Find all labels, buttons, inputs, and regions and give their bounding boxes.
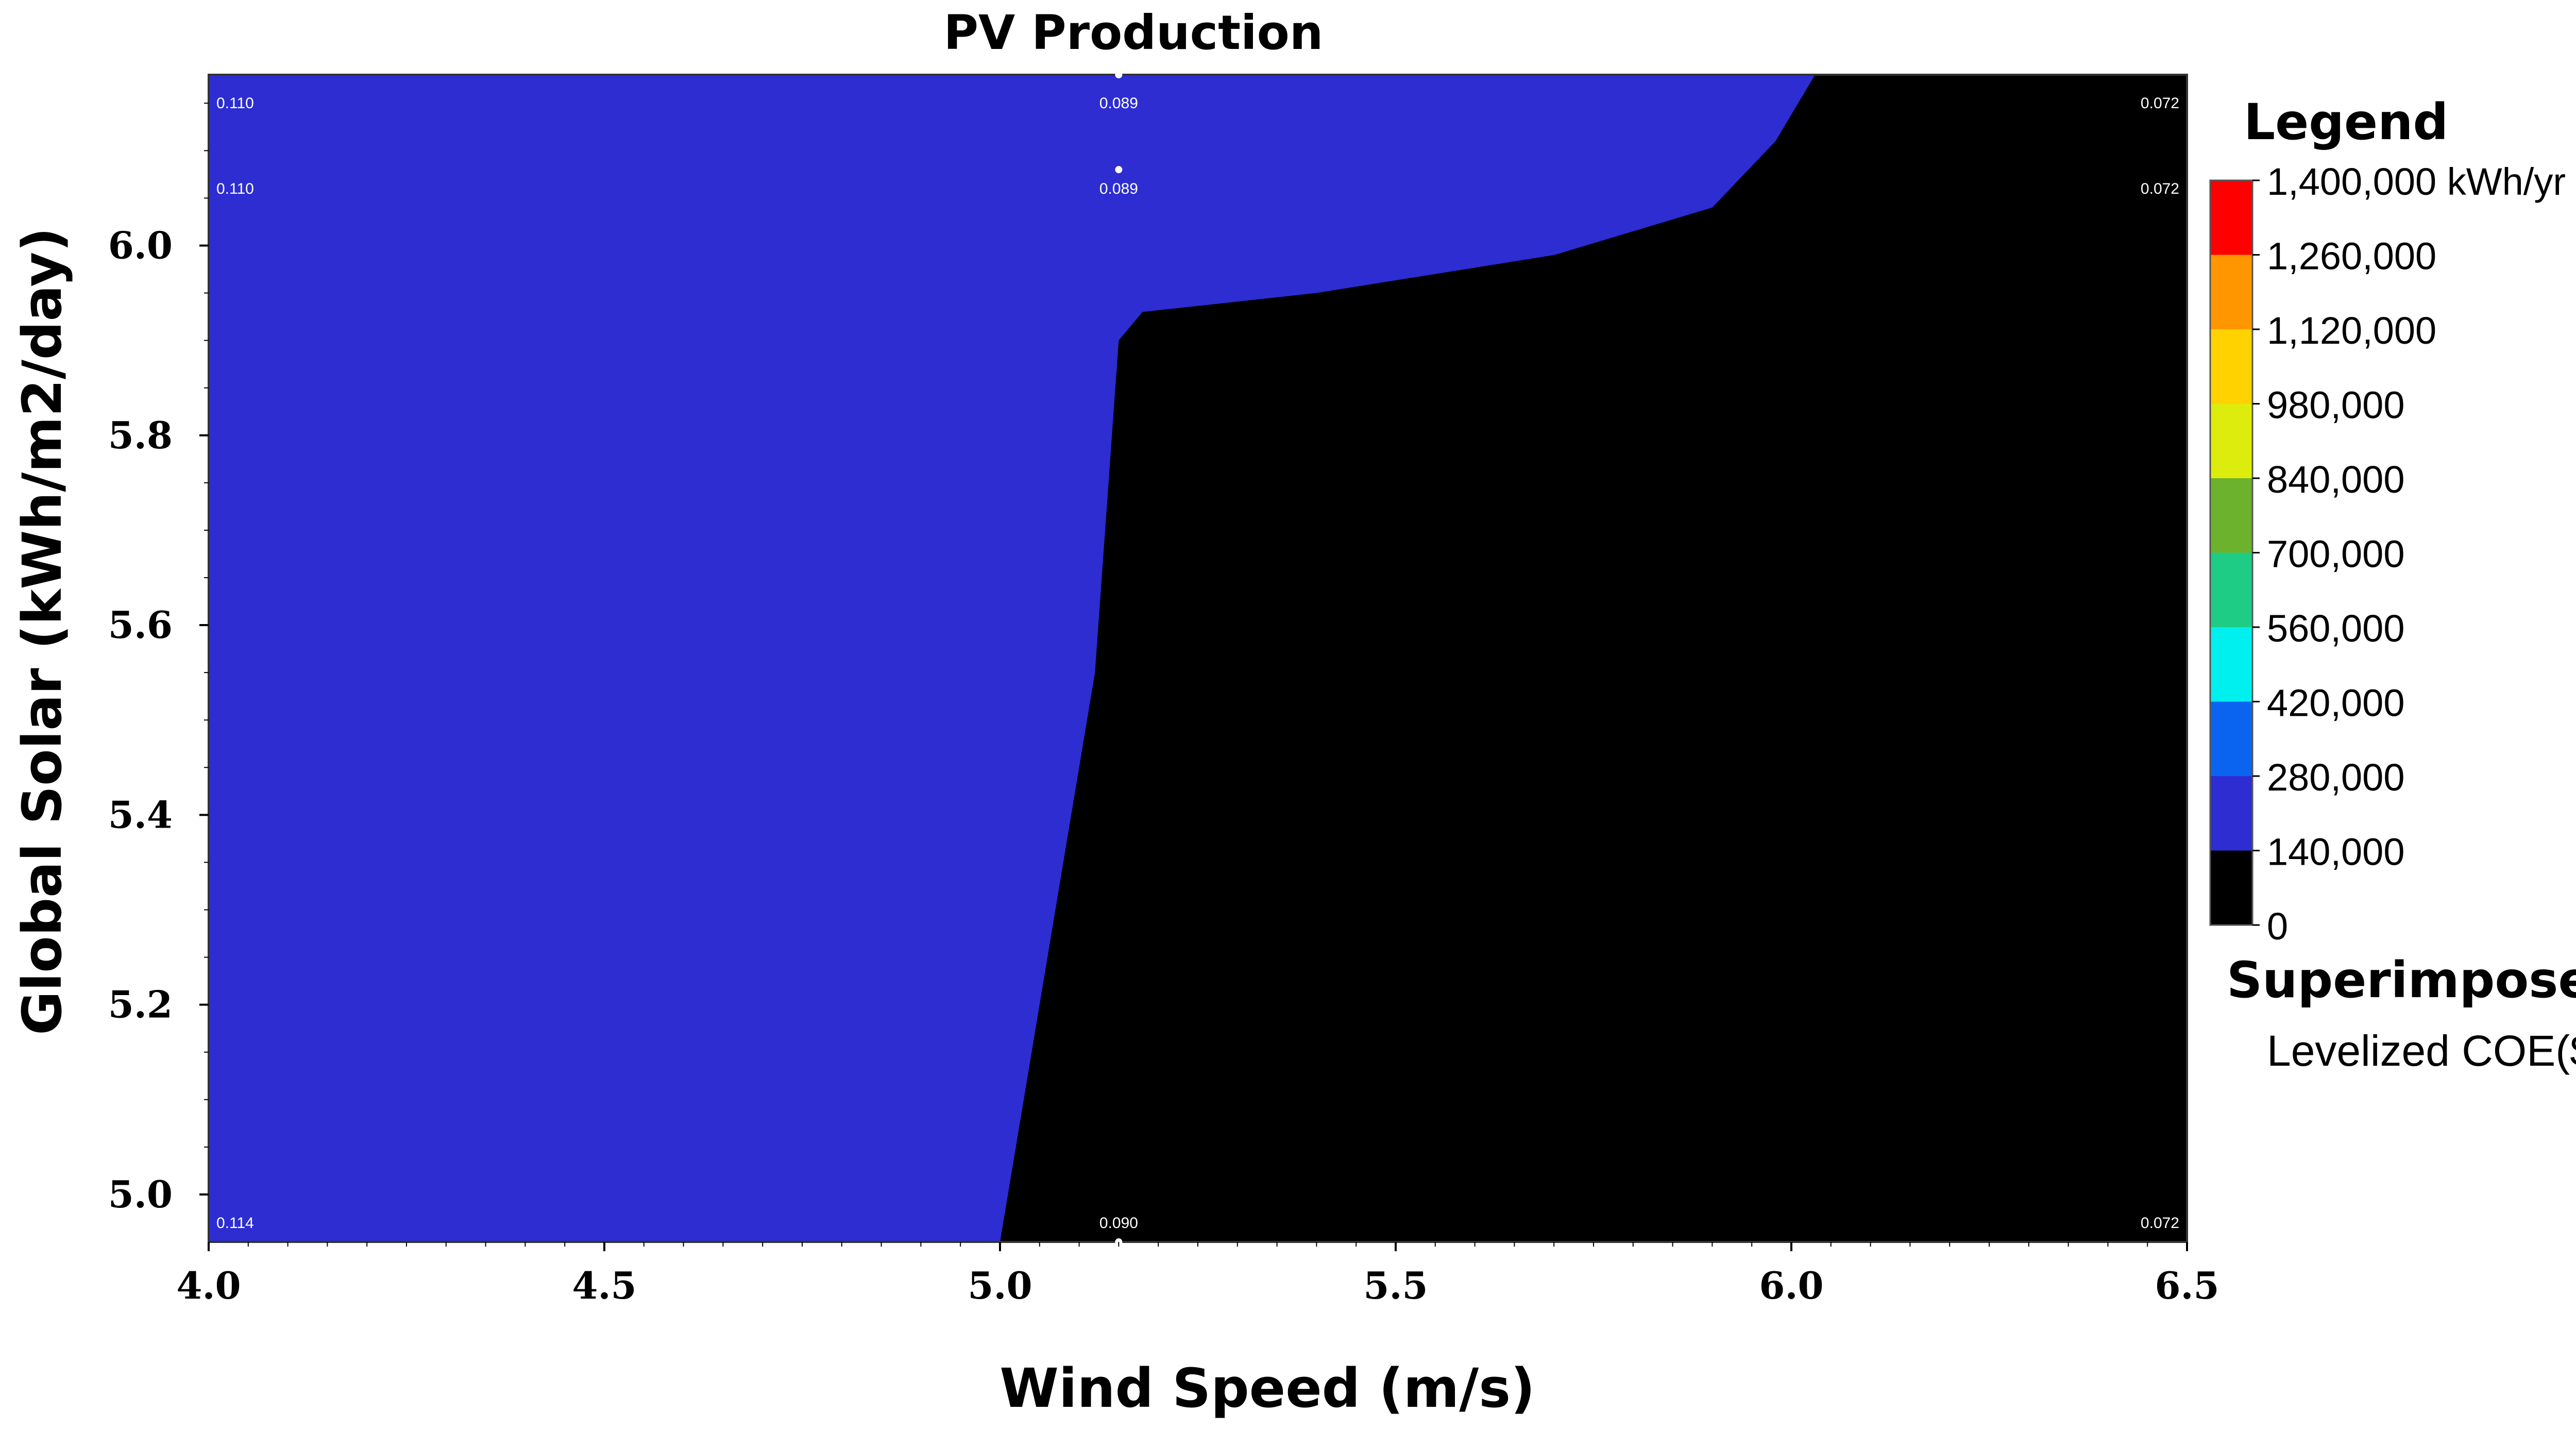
data-point-marker <box>1115 166 1123 174</box>
legend-tick-label: 980,000 <box>2267 384 2405 427</box>
legend-tick-label: 0 <box>2267 905 2288 948</box>
legend-swatch <box>2210 255 2252 329</box>
y-tick-label: 5.0 <box>108 1172 173 1216</box>
chart-title: PV Production <box>944 5 1324 60</box>
legend-swatch <box>2210 478 2252 553</box>
x-axis-label: Wind Speed (m/s) <box>999 1357 1535 1420</box>
superimposed-variable: Levelized COE($) <box>2267 1027 2576 1075</box>
superimposed-title: Superimposed <box>2227 951 2576 1009</box>
coe-label: 0.072 <box>2141 180 2179 197</box>
coe-label: 0.090 <box>1099 1215 1138 1232</box>
x-tick-label: 4.5 <box>572 1264 636 1307</box>
x-tick-label: 6.0 <box>1759 1264 1823 1307</box>
y-tick-label: 5.6 <box>108 603 173 647</box>
y-tick-label: 5.2 <box>108 983 173 1027</box>
legend-tick-label: 140,000 <box>2267 831 2405 873</box>
data-point-marker <box>1115 71 1123 78</box>
legend-tick-label: 1,120,000 <box>2267 309 2436 352</box>
coe-label: 0.114 <box>216 1215 254 1232</box>
coe-label: 0.110 <box>216 95 254 112</box>
plot-area: 0.110 0.110 0.114 0.089 0.089 0.090 0.072 0.072… <box>108 71 2219 1307</box>
y-tick-label: 5.8 <box>108 413 173 457</box>
legend-swatch <box>2210 776 2252 851</box>
x-tick-label: 4.0 <box>176 1264 241 1307</box>
x-tick-label: 5.5 <box>1363 1264 1428 1307</box>
legend-swatch <box>2210 552 2252 627</box>
legend-tick-label: 280,000 <box>2267 756 2405 799</box>
legend-tick-label: 700,000 <box>2267 533 2405 576</box>
contour-band-140000 <box>209 75 1816 1242</box>
coe-label: 0.072 <box>2141 1215 2179 1232</box>
legend: Legend 0 140,000 280,000 420,000 560,000 700,… <box>2209 93 2576 1075</box>
legend-swatch <box>2210 404 2252 478</box>
legend-tick-label: 1,260,000 <box>2267 235 2436 278</box>
coe-label: 0.089 <box>1099 95 1138 112</box>
legend-swatch <box>2210 180 2252 255</box>
legend-title: Legend <box>2244 93 2448 151</box>
x-tick-label: 5.0 <box>968 1264 1032 1307</box>
legend-tick-label: 1,400,000 kWh/yr <box>2267 160 2566 203</box>
coe-label: 0.072 <box>2141 95 2179 112</box>
x-tick-label: 6.5 <box>2155 1264 2219 1307</box>
legend-swatch <box>2210 627 2252 702</box>
y-tick-label: 6.0 <box>108 223 173 267</box>
legend-tick-label: 560,000 <box>2267 607 2405 650</box>
legend-tick-label: 420,000 <box>2267 682 2405 725</box>
y-tick-label: 5.4 <box>108 793 173 836</box>
legend-swatch <box>2210 329 2252 404</box>
y-axis-label: Global Solar (kWh/m2/day) <box>11 227 74 1035</box>
legend-swatch <box>2210 701 2252 776</box>
coe-label: 0.110 <box>216 180 254 197</box>
legend-swatch <box>2210 850 2252 925</box>
coe-label: 0.089 <box>1099 180 1138 197</box>
legend-tick-label: 840,000 <box>2267 458 2405 501</box>
